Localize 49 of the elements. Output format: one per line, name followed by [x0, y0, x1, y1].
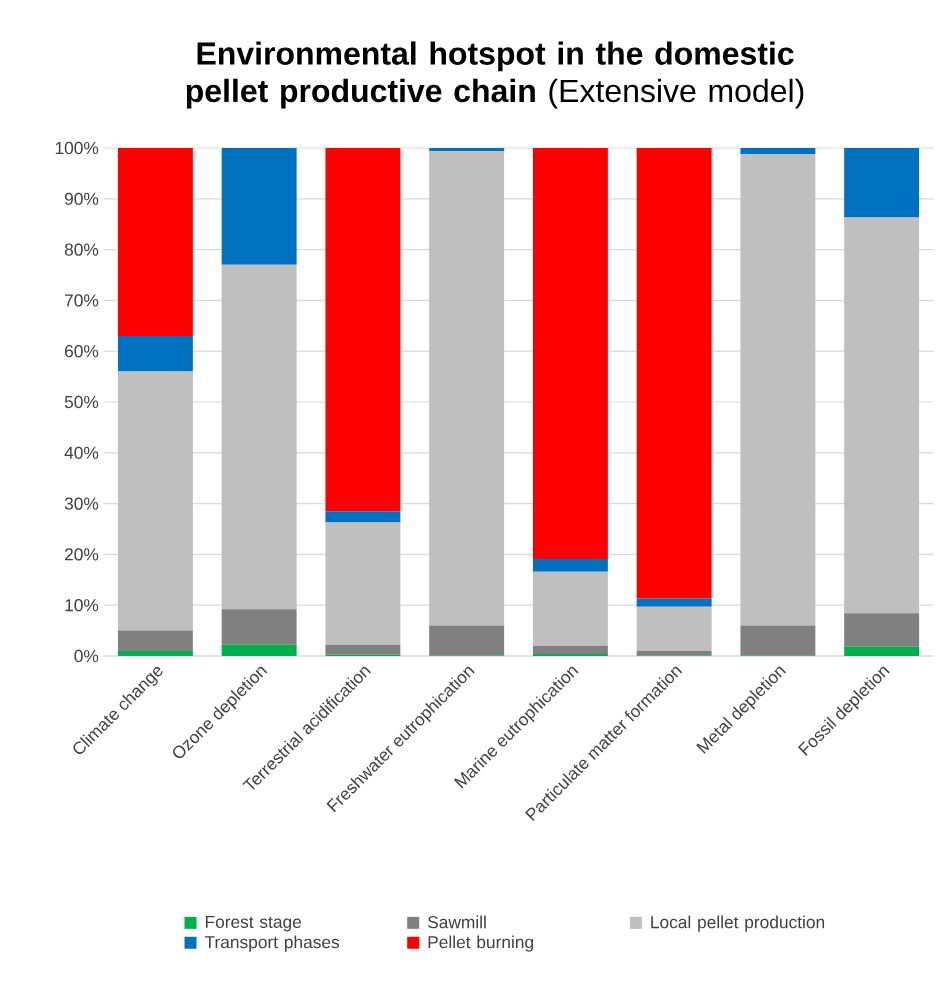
- bar: [429, 148, 505, 152]
- bar: [636, 598, 712, 607]
- bar: [844, 613, 920, 647]
- bar: [325, 148, 401, 512]
- bar: [636, 606, 712, 651]
- bar: [636, 148, 712, 599]
- legend-label: Transport phases: [205, 935, 340, 952]
- bar: [325, 511, 401, 523]
- legend-label: Local pellet production: [651, 915, 825, 932]
- bar: [740, 148, 816, 155]
- bar: [533, 571, 609, 646]
- bar: [118, 371, 194, 631]
- bar: [118, 650, 194, 656]
- bar: [221, 609, 297, 645]
- bar: [844, 217, 920, 614]
- bar: [740, 625, 816, 656]
- bar: [429, 625, 505, 656]
- bar: [429, 151, 505, 626]
- bar: [533, 148, 609, 559]
- bar: [118, 335, 194, 372]
- bar: [221, 148, 297, 265]
- bar: [325, 522, 401, 645]
- bar: [533, 558, 609, 572]
- bar: [533, 653, 609, 656]
- bar: [844, 646, 920, 656]
- bar: [221, 644, 297, 656]
- bar: [118, 148, 194, 336]
- bar: [533, 645, 609, 654]
- y-tick-label: 100%: [56, 141, 99, 155]
- bar: [221, 264, 297, 610]
- y-tick-label: 70%: [65, 294, 99, 307]
- y-tick-label: 90%: [65, 192, 99, 205]
- y-tick-label: 20%: [65, 548, 99, 561]
- y-tick-label: 0%: [74, 649, 99, 663]
- legend-label: Sawmill: [428, 915, 486, 929]
- bar: [740, 154, 816, 626]
- bar: [118, 630, 194, 651]
- bar: [636, 650, 712, 656]
- y-tick-label: 40%: [64, 446, 99, 459]
- legend-label: Forest stage: [206, 915, 302, 932]
- y-tick-label: 30%: [65, 497, 99, 510]
- bar: [844, 148, 920, 218]
- y-tick-label: 60%: [65, 345, 99, 358]
- y-tick-label: 10%: [65, 599, 99, 612]
- bar: [325, 644, 401, 655]
- legend-label: Pellet burning: [428, 935, 534, 952]
- y-tick-label: 80%: [65, 243, 99, 256]
- y-tick-label: 50%: [65, 395, 99, 409]
- chart-title: Environmental hotspot in the domestic pellet productive chain (Extensive model): [187, 41, 804, 109]
